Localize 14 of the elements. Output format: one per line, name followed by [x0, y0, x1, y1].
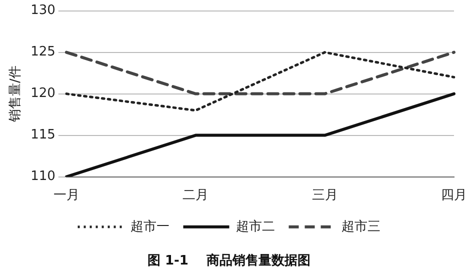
- legend-label: 超市二: [236, 219, 275, 234]
- y-tick-label: 125: [30, 44, 56, 60]
- legend-label: 超市一: [130, 219, 170, 234]
- y-tick-label: 130: [30, 3, 56, 18]
- x-tick-label: 一月: [53, 188, 80, 203]
- text: 图 1-1 商品销售量数据图: [147, 252, 311, 269]
- y-tick-label: 110: [30, 169, 56, 184]
- x-tick-label: 四月: [441, 188, 467, 203]
- x-tick-label: 二月: [182, 188, 209, 203]
- y-tick-label: 120: [30, 86, 56, 102]
- x-tick-label: 三月: [312, 188, 338, 203]
- y-tick-label: 115: [30, 128, 56, 143]
- legend-label: 超市三: [341, 219, 380, 234]
- y-axis-title: 销售量/件: [8, 66, 24, 123]
